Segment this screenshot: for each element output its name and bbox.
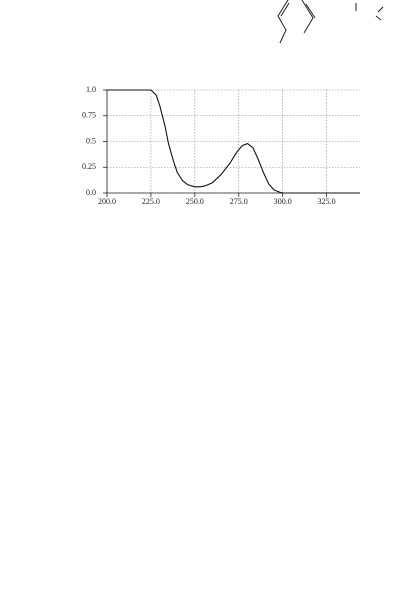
x-tick-label: 325.0	[318, 197, 336, 206]
chart: 0.0 0.25 0.5 0.75 1.0 200.0 225.0 250.0 275.0 300…	[82, 85, 360, 206]
y-tick-label: 0.75	[82, 111, 96, 120]
x-tick-label: 200.0	[98, 197, 116, 206]
y-tick-label: 0.5	[86, 136, 96, 145]
y-tick-label: 1.0	[86, 85, 96, 94]
x-tick-label: 275.0	[230, 197, 248, 206]
y-tick-label: 0.0	[86, 188, 96, 197]
spectrum-line	[107, 89, 360, 194]
y-tick-label: 0.25	[82, 162, 96, 171]
x-tick-label: 250.0	[186, 197, 204, 206]
molecule-fragment	[277, 0, 384, 44]
x-tick-label: 300.0	[274, 197, 292, 206]
x-tick-label: 225.0	[142, 197, 160, 206]
